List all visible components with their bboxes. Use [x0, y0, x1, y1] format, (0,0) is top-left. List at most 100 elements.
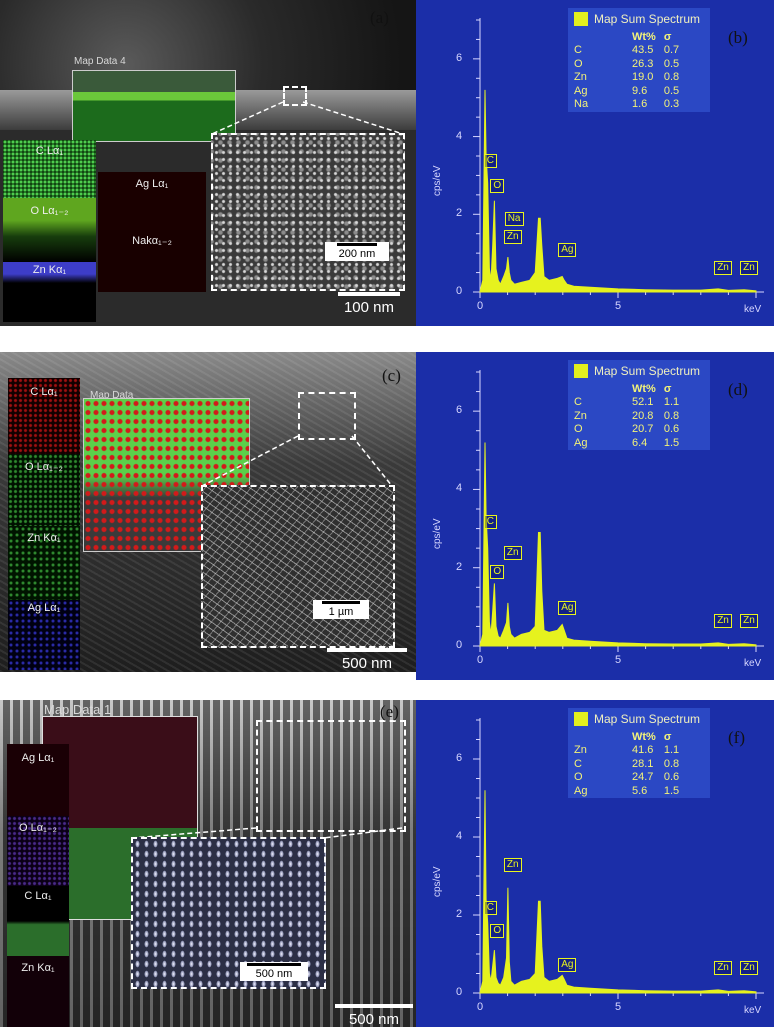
table-cell: 28.1 [632, 757, 654, 770]
y-tick-label: 0 [456, 639, 463, 651]
table-cell: 0.8 [663, 757, 680, 770]
y-axis-label: cps/eV [432, 865, 443, 897]
map-ag-e: Ag Lα₁ [7, 744, 69, 816]
table-cell: Ag [574, 84, 588, 97]
map-label: O Lα₁₋₂ [19, 822, 57, 834]
map-o-e: O Lα₁₋₂ [7, 816, 69, 886]
table-cell: Zn [574, 409, 587, 422]
peak-label: O [490, 565, 505, 580]
roi-box-a [283, 86, 307, 106]
legend-swatch [574, 364, 588, 378]
legend-swatch [574, 12, 588, 26]
map-label: Zn Kα₁ [27, 532, 61, 544]
map-o-c: O Lα₁₋₂ [8, 454, 80, 526]
spectrum-panel-b: 0 2 4 6 0 5 cps/eV keV C O Na Zn Ag Zn Zn Map Sum Spect… [416, 0, 774, 326]
table-cell: Zn [574, 744, 587, 756]
column-header: σ [663, 383, 672, 395]
inset-scalebar-e: 500 nm [240, 962, 308, 981]
table-cell: Ag [574, 784, 588, 797]
inset-sem-e [131, 837, 326, 989]
map-c-c: C Lα₁ [8, 378, 80, 454]
legend-title: Map Sum Spectrum [594, 364, 701, 378]
map-title-a: Map Data 4 [74, 56, 126, 67]
legend-header: Map Sum Spectrum [574, 712, 704, 726]
peak-label: O [490, 178, 505, 193]
map-o-a: O Lα₁₋₂ [3, 198, 96, 262]
peak-label: Ag [558, 957, 577, 972]
panel-label-a: (a) [370, 8, 389, 27]
map-label: Zn Kα₁ [32, 264, 67, 276]
map-label: Ag Lα₁ [21, 752, 55, 764]
table-row: O 20.7 0.6 [574, 423, 687, 437]
table-cell: 0.8 [663, 71, 680, 84]
peak-label: Zn [740, 260, 758, 275]
table-cell: 26.3 [632, 57, 654, 70]
zoom-lines-c [201, 435, 393, 487]
x-tick-label: 5 [615, 300, 622, 312]
table-cell: 1.1 [663, 744, 680, 756]
scalebar-c: 500 nm [325, 648, 409, 672]
table-cell: 0.6 [663, 423, 680, 436]
sem-panel-e: Map Data 1 Ag Lα₁ O Lα₁₋₂ C Lα₁ Zn Kα₁ 5… [0, 700, 420, 1027]
legend-header: Map Sum Spectrum [574, 364, 704, 378]
table-cell: 0.3 [663, 98, 680, 111]
peak-label: C [483, 153, 497, 168]
scalebar-a: 100 nm [334, 292, 404, 316]
column-header: σ [663, 731, 672, 743]
map-c-a: C Lα₁ [3, 140, 96, 198]
table-row: Zn 20.8 0.8 [574, 410, 687, 424]
table-cell: 52.1 [632, 396, 654, 408]
legend-table: Map Sum Spectrum Wt% σ C 52.1 1.1 Zn 20.8 0.8 O 20… [568, 360, 710, 451]
y-tick-label: 0 [456, 285, 463, 297]
table-cell: C [574, 396, 582, 408]
peak-label: Ag [558, 243, 577, 258]
table-cell: 1.1 [663, 396, 680, 408]
map-label: C Lα₁ [24, 890, 52, 902]
table-row: C 28.1 0.8 [574, 758, 687, 772]
panel-label: (d) [728, 380, 748, 399]
legend-table: Map Sum Spectrum Wt% σ C 43.5 0.7 O 26.3 0.5 Zn 19… [568, 8, 710, 112]
table-cell: 0.6 [663, 771, 680, 784]
map-title-e: Map Data 1 [44, 702, 112, 717]
table-row: C 43.5 0.7 [574, 44, 687, 58]
x-tick-label: 0 [477, 300, 484, 312]
table-row: Ag 9.6 0.5 [574, 85, 687, 99]
map-zn-a: Zn Kα₁ [3, 262, 96, 322]
peak-label: Zn [740, 614, 758, 629]
peak-label: C [483, 901, 497, 915]
table-cell: C [574, 44, 582, 56]
peak-label: Na [504, 211, 524, 226]
column-header [574, 382, 632, 396]
table-cell: 6.4 [632, 436, 648, 449]
map-na-a: Nakα₁₋₂ [98, 230, 206, 292]
y-tick-label: 4 [456, 830, 463, 842]
map-zn-c: Zn Kα₁ [8, 526, 80, 600]
roi-box-c [298, 392, 356, 440]
table-cell: Zn [574, 71, 587, 84]
scalebar-e: 500 nm [332, 1004, 416, 1027]
y-tick-label: 2 [456, 207, 463, 220]
table-cell: Ag [574, 436, 588, 449]
map-label: Ag Lα₁ [27, 602, 61, 614]
spectrum-trace [479, 442, 757, 647]
table-cell: 0.8 [663, 409, 680, 422]
map-c-e: C Lα₁ [7, 886, 69, 956]
inset-scalebar-a: 200 nm [325, 242, 389, 261]
table-cell: 41.6 [632, 744, 654, 756]
peak-label: Zn [714, 614, 732, 629]
table-cell: 1.5 [663, 436, 680, 449]
x-tick-label: 5 [615, 1001, 622, 1013]
table-cell: 1.5 [663, 784, 680, 797]
table-cell: 0.5 [663, 84, 680, 97]
table-cell: 20.8 [632, 409, 654, 422]
map-title-c: Map Data [90, 390, 134, 401]
peak-label: Zn [714, 260, 732, 275]
table-cell: 9.6 [632, 84, 648, 97]
table-cell: 19.0 [632, 71, 654, 84]
map-label: Zn Kα₁ [21, 962, 55, 974]
table-row: Zn 41.6 1.1 [574, 744, 687, 758]
table-row: O 26.3 0.5 [574, 58, 687, 72]
map-ag-a: Ag Lα₁ [98, 172, 206, 230]
spectrum-panel-f: 0 2 4 6 0 5 cps/eV keV C O Zn Ag Zn Zn Map Sum Spectru… [416, 700, 774, 1027]
table-cell: 0.7 [663, 44, 680, 56]
